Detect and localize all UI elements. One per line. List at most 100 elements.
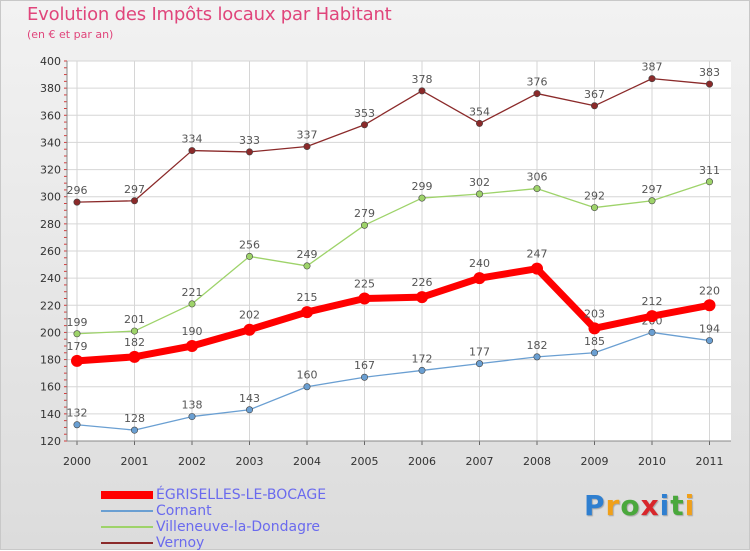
y-tick-label: 360 <box>40 109 61 122</box>
y-tick-label: 260 <box>40 245 61 258</box>
data-label: 138 <box>182 399 203 412</box>
data-point <box>705 337 713 345</box>
data-point <box>73 198 81 206</box>
data-point <box>188 147 196 155</box>
data-label: 132 <box>67 407 88 420</box>
data-label: 128 <box>124 412 145 425</box>
data-point <box>303 383 311 391</box>
data-label: 383 <box>699 66 720 79</box>
data-label: 201 <box>124 313 145 326</box>
data-label: 297 <box>642 183 663 196</box>
data-point <box>131 426 139 434</box>
data-label: 387 <box>642 61 663 74</box>
x-tick-label: 2001 <box>121 455 149 468</box>
data-label: 199 <box>67 316 88 329</box>
series-line-3 <box>76 77 711 203</box>
legend-label: Vernoy <box>156 535 205 551</box>
data-label: 177 <box>469 346 490 359</box>
data-label: 179 <box>67 340 88 353</box>
data-point <box>186 340 198 352</box>
series-line-1 <box>76 331 711 431</box>
x-tick-label: 2007 <box>466 455 494 468</box>
y-tick-label: 200 <box>40 326 61 339</box>
y-tick-label: 180 <box>40 354 61 367</box>
x-tick-label: 2010 <box>638 455 666 468</box>
data-point <box>188 300 196 308</box>
data-point <box>588 322 601 335</box>
legend-swatch <box>101 491 153 499</box>
data-point <box>590 349 598 357</box>
data-label: 143 <box>239 392 260 405</box>
x-tick-label: 2002 <box>178 455 206 468</box>
data-point <box>131 327 139 335</box>
logo-letter: x <box>640 489 660 522</box>
data-point <box>648 328 656 336</box>
data-label: 249 <box>297 248 318 261</box>
data-point <box>531 262 543 275</box>
data-point <box>246 252 254 260</box>
data-point <box>73 330 81 338</box>
y-tick-label: 380 <box>40 82 61 95</box>
data-point <box>131 197 139 205</box>
data-point <box>648 197 656 205</box>
data-label: 297 <box>124 183 145 196</box>
y-tick-label: 340 <box>40 136 61 149</box>
logo-letter: t <box>670 489 685 522</box>
x-tick-label: 2011 <box>696 455 724 468</box>
data-label: 353 <box>354 107 375 120</box>
y-tick-label: 300 <box>40 191 61 204</box>
data-point <box>358 292 371 305</box>
data-point <box>475 190 483 198</box>
data-point <box>246 406 254 414</box>
logo-letter: r <box>605 489 621 522</box>
y-tick-label: 400 <box>40 55 61 68</box>
data-point <box>646 310 658 323</box>
data-label: 240 <box>469 257 490 270</box>
data-label: 212 <box>642 295 663 308</box>
data-label: 167 <box>354 359 375 372</box>
data-point <box>360 121 368 129</box>
data-label: 182 <box>527 339 548 352</box>
data-label: 247 <box>527 248 548 261</box>
data-label: 203 <box>584 307 605 320</box>
data-label: 378 <box>412 73 433 86</box>
chart-subtitle: (en € et par an) <box>27 28 114 41</box>
logo-letter: P <box>584 489 606 522</box>
data-label: 296 <box>67 184 88 197</box>
data-label: 182 <box>124 336 145 349</box>
y-tick-label: 120 <box>40 435 61 448</box>
logo-letter: i <box>684 489 696 522</box>
y-tick-label: 160 <box>40 381 61 394</box>
data-label: 311 <box>699 164 720 177</box>
legend-label: Cornant <box>156 503 212 519</box>
data-label: 202 <box>239 309 260 322</box>
data-point <box>590 204 598 212</box>
series-line-0 <box>73 265 713 365</box>
data-point <box>71 354 83 367</box>
data-point <box>303 143 311 151</box>
data-label: 279 <box>354 207 375 220</box>
data-point <box>418 366 426 374</box>
series-line-2 <box>76 181 711 335</box>
legend-swatch <box>101 542 153 544</box>
y-tick-label: 280 <box>40 218 61 231</box>
data-label: 194 <box>699 323 720 336</box>
logo-letter: o <box>620 489 641 522</box>
x-tick-label: 2006 <box>408 455 436 468</box>
data-label: 306 <box>527 171 548 184</box>
data-label: 292 <box>584 190 605 203</box>
proxiti-logo: Proxiti <box>584 489 695 522</box>
legend-label: ÉGRISELLES-LE-BOCAGE <box>156 487 327 503</box>
data-label: 190 <box>182 325 203 338</box>
y-tick-label: 220 <box>40 299 61 312</box>
x-tick-label: 2004 <box>293 455 321 468</box>
data-label: 221 <box>182 286 203 299</box>
data-label: 367 <box>584 88 605 101</box>
data-point <box>533 90 541 98</box>
data-point <box>303 262 311 270</box>
y-tick-label: 320 <box>40 164 61 177</box>
data-label: 225 <box>354 278 375 291</box>
data-point <box>648 75 656 83</box>
legend-swatch <box>101 526 153 528</box>
data-label: 172 <box>412 352 433 365</box>
